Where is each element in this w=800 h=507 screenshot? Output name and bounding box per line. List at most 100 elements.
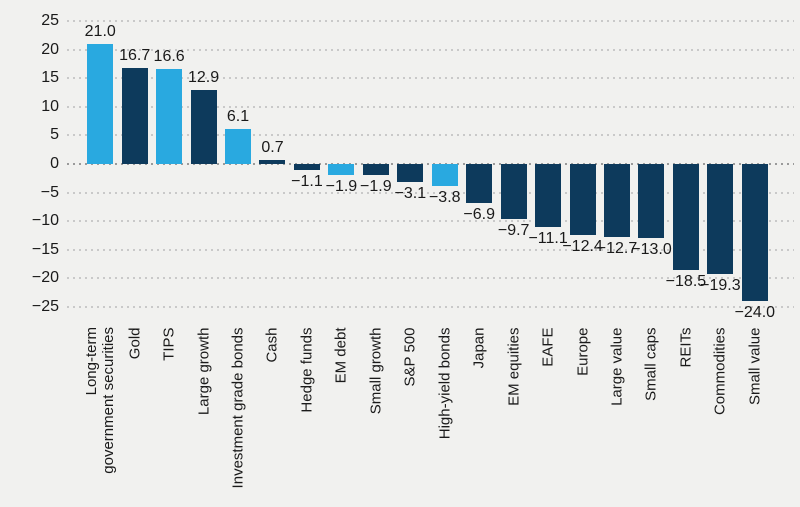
bar [362, 164, 389, 175]
bar-slot: −6.9 [462, 21, 496, 307]
bar-slot: −24.0 [735, 21, 775, 321]
bar [604, 164, 631, 237]
bar-value-label: −1.9 [360, 177, 392, 195]
bar-slot: 16.7 [117, 21, 151, 307]
gridline [67, 277, 794, 280]
bar-slot: −9.7 [496, 21, 530, 307]
bar [500, 164, 527, 220]
gridline [67, 48, 794, 51]
y-axis-tick-label: 0 [50, 155, 59, 172]
x-axis-label: EM equities [505, 327, 523, 406]
bar-slot: 0.7 [255, 21, 289, 307]
bar-value-label: 21.0 [84, 22, 116, 40]
x-axis-label: TIPS [160, 327, 178, 361]
bar [328, 164, 355, 175]
gridline [67, 77, 794, 80]
bar-value-label: 16.6 [153, 48, 185, 66]
y-axis-tick-label: 20 [41, 40, 59, 58]
bar-value-label: −12.7 [596, 239, 638, 257]
bar [741, 164, 768, 302]
bar-value-label: −11.1 [528, 230, 568, 248]
bar [293, 164, 320, 171]
x-axis-label: Large value [608, 327, 626, 406]
bars-container: 21.0 16.7 16.6 12.9 6.1 0.7 −1.1 −1.9 −1.9 −3.1 −3… [83, 21, 775, 321]
bar-value-label: −1.9 [325, 177, 358, 195]
bar-value-label: −9.7 [497, 222, 530, 240]
bar-value-label: 12.9 [188, 69, 220, 87]
bar-slot: −3.1 [393, 21, 427, 307]
y-axis-tick-label: −5 [40, 183, 59, 201]
bar [431, 164, 458, 186]
x-axis-label: Hedge funds [298, 327, 316, 413]
y-axis: 25 20 15 10 5 0 −5 −10 −15 −20 −25 [0, 12, 59, 315]
bar-slot: −19.3 [700, 21, 741, 307]
x-axis-label: Large growth [195, 327, 213, 415]
bar-value-label: −6.9 [463, 206, 495, 224]
x-axis-label: Small value [746, 327, 764, 405]
y-axis-tick-label: 25 [41, 12, 59, 29]
bar-slot: −11.1 [528, 21, 568, 307]
bar [672, 164, 699, 270]
y-axis-tick-label: 10 [41, 97, 59, 115]
bar-slot: 6.1 [221, 21, 255, 307]
bar-value-label: 0.7 [261, 138, 284, 156]
bar [535, 164, 562, 228]
bar-value-label: −18.5 [665, 272, 707, 290]
bar-slot: −1.9 [359, 21, 393, 307]
gridline [67, 20, 794, 22]
bar [397, 164, 424, 182]
y-axis-tick-label: −15 [31, 240, 59, 258]
x-axis-label: EM debt [332, 327, 350, 383]
x-axis-label: Small growth [367, 327, 385, 414]
x-axis-label: Investment grade bonds [229, 327, 247, 488]
zero-gridline [67, 163, 794, 165]
y-axis-tick-label: 5 [50, 126, 59, 144]
bar [259, 159, 286, 164]
x-axis-label: High-yield bonds [436, 327, 454, 439]
bar [466, 164, 493, 204]
bar-value-label: 16.7 [119, 47, 151, 65]
bar-value-label: −3.1 [394, 184, 427, 202]
bar-slot: −1.1 [290, 21, 324, 307]
bar-slot: −18.5 [665, 21, 707, 307]
gridline [67, 306, 794, 308]
x-axis-label: Small caps [642, 327, 660, 401]
bar [190, 90, 217, 164]
bar-slot: 12.9 [186, 21, 220, 307]
x-axis-label: S&P 500 [401, 327, 419, 386]
y-axis-tick-label: −10 [31, 212, 59, 230]
x-axis-label: Japan [470, 327, 488, 368]
bar-slot: −13.0 [631, 21, 672, 307]
x-axis-label: Gold [126, 327, 144, 359]
bar [569, 164, 596, 235]
bar-slot: 16.6 [152, 21, 186, 307]
bar-value-label: −3.8 [428, 188, 461, 206]
gridline [67, 248, 794, 251]
bar [156, 69, 183, 164]
bar-value-label: −1.1 [291, 173, 323, 191]
bar [638, 164, 665, 239]
x-axis-label: Cash [263, 327, 281, 363]
plot-area: 21.0 16.7 16.6 12.9 6.1 0.7 −1.1 −1.9 −1.9 −3.1 −3… [67, 20, 794, 321]
bar-slot: −3.8 [428, 21, 462, 307]
gridline [67, 191, 794, 194]
bar [121, 68, 148, 164]
bar-slot: 21.0 [83, 21, 117, 307]
gridline [67, 105, 794, 108]
x-axis-label: REITs [677, 327, 695, 368]
bar-slot: −12.4 [562, 21, 603, 307]
y-axis-tick-label: −25 [31, 298, 59, 315]
y-axis-tick-label: 15 [41, 69, 59, 87]
bar [707, 164, 734, 275]
x-axis-label: Long-term government securities [83, 327, 118, 474]
bar-value-label: 6.1 [226, 108, 250, 126]
gridline [67, 220, 794, 223]
bar [225, 129, 252, 164]
x-axis-label: Europe [574, 327, 592, 376]
bar-value-label: −19.3 [700, 277, 741, 295]
bar-slot: −12.7 [596, 21, 638, 307]
y-axis-tick-label: −20 [31, 269, 59, 287]
bar-slot: −1.9 [324, 21, 358, 307]
bar [87, 43, 114, 164]
